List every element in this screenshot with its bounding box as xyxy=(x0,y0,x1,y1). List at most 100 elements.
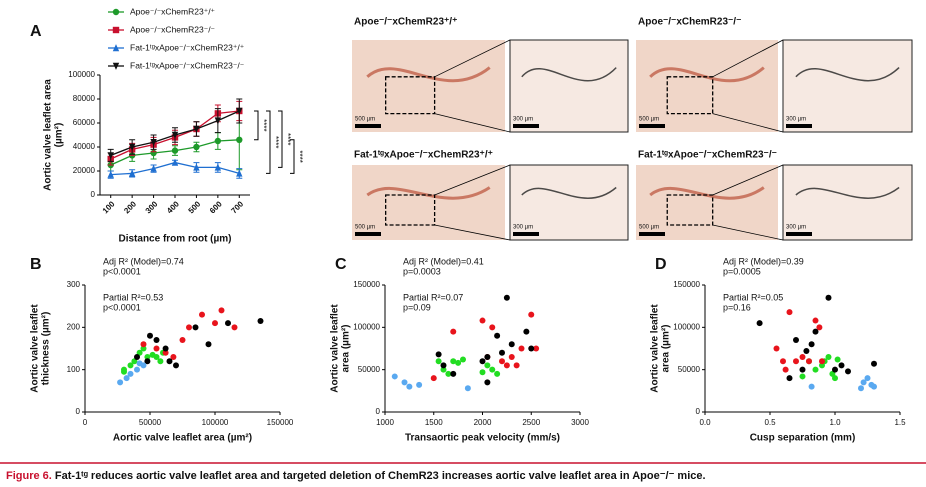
scatter-point xyxy=(479,317,486,324)
x-tick-label: 0.0 xyxy=(699,418,711,427)
marker xyxy=(193,143,200,151)
marker xyxy=(214,117,222,125)
scatter-point xyxy=(808,341,815,348)
scatter-point xyxy=(166,358,173,365)
scatter-point xyxy=(231,324,238,331)
caption-text: Fat-1ᵗᵍ reduces aortic valve leaflet are… xyxy=(55,470,706,482)
scatter-point xyxy=(147,332,153,339)
significance-bracket xyxy=(254,110,259,141)
scatter-point xyxy=(430,375,437,382)
x-tick-label: 1.0 xyxy=(829,418,841,427)
zoom-line xyxy=(712,164,784,196)
scatter-point xyxy=(192,324,199,331)
tissue xyxy=(795,67,900,82)
x-tick-label: 1.5 xyxy=(894,418,906,427)
micrograph xyxy=(509,164,629,241)
marker xyxy=(193,163,200,171)
marker xyxy=(214,163,222,171)
zoom-line xyxy=(434,224,511,241)
y-axis-label: Aortic valve leaflet area xyxy=(43,79,54,191)
scatter-point xyxy=(144,353,151,360)
scatter-point xyxy=(455,359,462,366)
y-axis-label: (µm²) xyxy=(54,123,65,148)
x-tick-label: 100 xyxy=(101,199,117,215)
scatter-point xyxy=(484,379,491,386)
y-tick-label: 50000 xyxy=(678,365,701,374)
scatter-point xyxy=(503,362,510,369)
scatter-point xyxy=(134,366,140,373)
scatter-point xyxy=(479,369,486,376)
stat-label: p=0.16 xyxy=(723,302,751,312)
scatter-point xyxy=(528,311,535,318)
scatter-point xyxy=(257,317,264,324)
stat-label: p=0.0003 xyxy=(403,266,441,276)
stat-label: Partial R²=0.05 xyxy=(723,292,783,302)
scatter-point xyxy=(435,351,442,358)
scale-bar xyxy=(355,232,381,236)
scale-bar xyxy=(786,232,812,236)
tissue xyxy=(521,67,617,82)
scatter-point xyxy=(782,366,789,373)
x-tick-label: 0 xyxy=(83,418,88,427)
scatter-point xyxy=(858,385,864,392)
y-tick-label: 40000 xyxy=(73,142,96,151)
scatter-point xyxy=(860,379,867,386)
scale-label: 300 µm xyxy=(786,117,806,123)
scatter-point xyxy=(756,320,763,327)
y-axis-label: area (µm²) xyxy=(341,325,352,373)
scatter-point xyxy=(127,370,134,377)
scatter-point xyxy=(117,379,124,386)
scale-label: 500 µm xyxy=(639,225,659,231)
legend-label: Fat-1ᵗᵍxApoe⁻/⁻xChemR23⁺/⁺ xyxy=(130,42,245,52)
scatter-point xyxy=(205,341,212,348)
stat-label: p=0.0005 xyxy=(723,266,761,276)
scatter-point xyxy=(460,356,466,363)
scatter-point xyxy=(144,358,151,365)
y-tick-label: 200 xyxy=(67,322,81,331)
x-tick-label: 500 xyxy=(187,199,203,215)
panel-letter: C xyxy=(335,256,347,273)
stat-label: Partial R²=0.07 xyxy=(403,292,463,302)
image-title: Apoe⁻/⁻xChemR23⁻/⁻ xyxy=(638,17,741,28)
scatter-point xyxy=(127,362,134,369)
scatter-point xyxy=(435,358,442,365)
scatter-point xyxy=(416,381,423,388)
scatter-point xyxy=(845,368,851,375)
scatter-point xyxy=(464,385,471,392)
scatter-point xyxy=(157,358,164,365)
x-tick-label: 1500 xyxy=(425,418,443,427)
zoom-box xyxy=(385,76,436,115)
scatter-point xyxy=(445,370,452,377)
scatter-point xyxy=(499,349,505,356)
marker xyxy=(128,143,136,151)
zoom-line xyxy=(712,113,784,133)
y-tick-label: 0 xyxy=(91,190,96,199)
scatter-point xyxy=(523,328,530,335)
scatter-point xyxy=(218,307,225,314)
marker xyxy=(107,170,114,178)
scale-bar xyxy=(513,232,539,236)
scale-bar xyxy=(513,124,539,128)
scatter-point xyxy=(871,383,877,390)
scatter-point xyxy=(780,358,786,365)
y-axis-label: thickness (µm²) xyxy=(41,312,52,386)
zoom-line xyxy=(712,39,784,78)
stat-label: Partial R²=0.53 xyxy=(103,292,163,302)
y-tick-label: 100 xyxy=(67,365,81,374)
scale-label: 500 µm xyxy=(639,117,659,123)
scatter-point xyxy=(489,324,496,331)
marker xyxy=(112,44,120,52)
y-tick-label: 100000 xyxy=(68,70,95,79)
micrograph xyxy=(782,39,913,133)
scatter-point xyxy=(170,353,177,360)
legend-label: Fat-1ᵗᵍxApoe⁻/⁻xChemR23⁻/⁻ xyxy=(130,60,245,70)
scatter-point xyxy=(799,353,806,360)
scatter-point xyxy=(134,353,140,360)
significance-bracket xyxy=(278,110,283,168)
scatter-point xyxy=(406,383,413,390)
scatter-point xyxy=(225,320,231,327)
image-title: Apoe⁻/⁻xChemR23⁺/⁺ xyxy=(354,17,457,28)
x-tick-label: 150000 xyxy=(267,418,294,427)
scatter-point xyxy=(179,337,186,344)
scatter-point xyxy=(123,375,130,382)
